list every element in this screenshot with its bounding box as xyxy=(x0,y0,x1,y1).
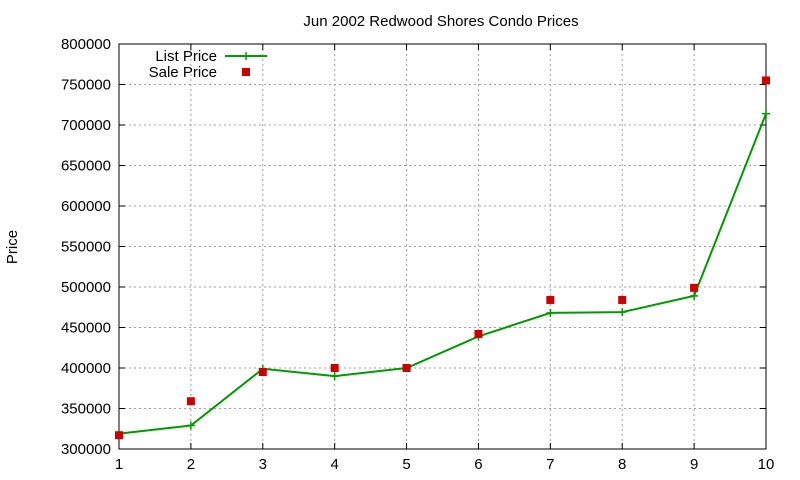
chart-title: Jun 2002 Redwood Shores Condo Prices xyxy=(303,13,578,30)
data-point xyxy=(690,283,699,292)
data-point xyxy=(186,397,195,406)
x-tick-label: 8 xyxy=(618,456,626,473)
y-tick-label: 450000 xyxy=(61,320,111,337)
legend-label: List Price xyxy=(155,48,217,65)
y-tick-label: 550000 xyxy=(61,239,111,256)
series xyxy=(115,76,770,440)
y-tick-label: 800000 xyxy=(61,36,111,53)
data-point xyxy=(690,291,699,300)
y-tick-label: 400000 xyxy=(61,360,111,377)
data-point xyxy=(762,76,770,85)
x-tick-label: 4 xyxy=(330,456,338,473)
grid xyxy=(119,44,766,449)
data-point xyxy=(115,431,123,440)
y-tick-label: 750000 xyxy=(61,77,111,94)
data-point xyxy=(402,364,411,372)
data-point xyxy=(762,109,770,118)
x-tick-label: 10 xyxy=(758,456,775,473)
data-point xyxy=(618,308,627,317)
y-tick-label: 600000 xyxy=(61,198,111,215)
x-tick-label: 7 xyxy=(546,456,554,473)
y-tick-label: 500000 xyxy=(61,279,111,296)
data-point xyxy=(546,308,555,317)
legend-marker xyxy=(242,52,250,60)
y-tick-label: 350000 xyxy=(61,401,111,418)
y-tick-label: 650000 xyxy=(61,158,111,175)
x-tick-label: 5 xyxy=(402,456,410,473)
x-tick-label: 9 xyxy=(690,456,698,473)
series-0 xyxy=(115,109,770,438)
data-point xyxy=(330,364,339,372)
x-tick-label: 3 xyxy=(259,456,267,473)
y-tick-label: 700000 xyxy=(61,117,111,134)
legend-marker xyxy=(242,68,250,76)
data-point xyxy=(546,295,555,304)
data-point xyxy=(258,368,267,377)
x-tick-label: 2 xyxy=(187,456,195,473)
series-line xyxy=(118,113,767,435)
x-tick-label: 6 xyxy=(474,456,482,473)
y-axis-label: Price xyxy=(4,230,21,264)
data-point xyxy=(186,421,195,430)
y-tick-label: 300000 xyxy=(61,441,111,458)
data-point xyxy=(618,295,627,304)
legend-label: Sale Price xyxy=(149,64,217,81)
axis-ticks: 300000 350000 400000 450000 500000 550000 6000… xyxy=(61,36,774,473)
plot-frame xyxy=(118,43,767,450)
series-1 xyxy=(115,76,770,440)
x-tick-label: 1 xyxy=(115,456,123,473)
data-point xyxy=(474,329,483,338)
data-point xyxy=(330,372,339,381)
